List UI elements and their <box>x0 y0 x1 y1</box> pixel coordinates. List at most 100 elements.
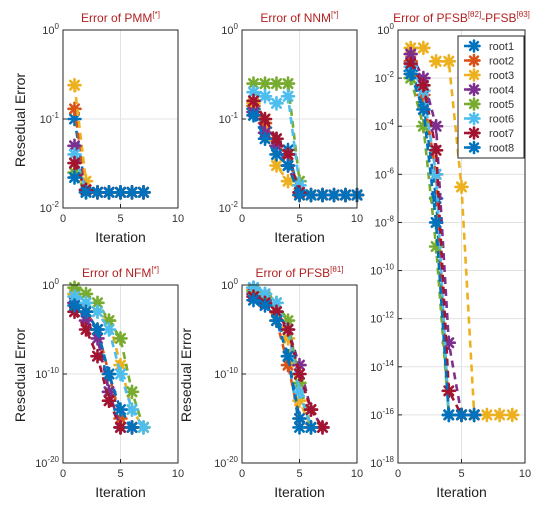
data-point-root7 <box>113 420 128 435</box>
data-point-root8 <box>441 407 457 423</box>
data-point-root7 <box>428 142 444 158</box>
data-point-root3 <box>454 179 469 195</box>
data-point-root6 <box>90 304 105 320</box>
legend-marker <box>467 82 481 97</box>
y-tick-label: 10-10 <box>214 366 238 381</box>
x-tick-label: 10 <box>351 213 363 225</box>
y-tick-label: 100 <box>221 277 238 292</box>
series-line-root7 <box>252 100 357 197</box>
data-point-root8 <box>269 313 284 328</box>
legend-label: root1 <box>489 41 514 53</box>
y-tick-label: 100 <box>221 22 238 37</box>
y-tick-label: 100 <box>42 277 59 292</box>
subplot-nfm: 0 5 10 10-20 10-10 100 Iteration Error of NFM[*… <box>35 265 184 500</box>
ylabel-top-left: Resedual Error <box>12 73 28 167</box>
data-point-root7 <box>269 131 284 147</box>
x-tick-label: 10 <box>172 213 184 225</box>
x-tick-label: 5 <box>458 468 464 480</box>
data-point-root7 <box>416 78 431 93</box>
data-point-root8 <box>315 187 330 203</box>
data-point-root6 <box>280 88 296 104</box>
x-tick-label: 10 <box>519 468 531 480</box>
data-point-root7 <box>292 366 307 382</box>
data-point-root8 <box>269 147 284 162</box>
x-tick-label: 10 <box>351 468 363 480</box>
y-tick-label: 10-18 <box>370 455 394 470</box>
data-point-root6 <box>101 322 117 337</box>
data-point-root5 <box>416 118 431 134</box>
legend-label: root4 <box>489 85 514 97</box>
legend-item-root2: root2 <box>464 53 514 68</box>
subplot-title: Error of PFSB[θ1] <box>255 265 343 280</box>
legend-item-root1: root1 <box>464 39 514 53</box>
y-tick-label: 100 <box>42 22 59 37</box>
ylabel-bottom-middle: Resedual Error <box>178 328 194 422</box>
legend-marker <box>467 68 481 82</box>
x-tick-label: 5 <box>296 468 302 480</box>
legend-item-root8: root8 <box>464 140 514 155</box>
legend-label: root3 <box>489 70 514 82</box>
data-point-root7 <box>78 322 94 337</box>
data-point-root8 <box>67 298 82 313</box>
x-tick-label: 0 <box>60 213 66 225</box>
legend-marker <box>467 140 481 155</box>
data-point-root5 <box>269 76 284 91</box>
data-point-root8 <box>136 185 151 200</box>
legend-label: root7 <box>489 128 514 140</box>
y-tick-label: 10-4 <box>375 118 395 133</box>
legend-label: root6 <box>489 114 514 126</box>
data-point-root8 <box>416 102 431 117</box>
data-point-root8 <box>101 185 117 200</box>
legend-item-root6: root6 <box>464 111 514 126</box>
data-point-root5 <box>78 286 94 302</box>
data-point-root8 <box>90 185 105 200</box>
data-point-root6 <box>124 402 140 417</box>
y-tick-label: 10-10 <box>35 366 59 381</box>
data-point-root8 <box>454 407 469 423</box>
data-point-root7 <box>280 322 296 337</box>
y-tick-label: 10-6 <box>375 166 395 181</box>
data-point-root3 <box>492 407 507 423</box>
subplot-pmm: 0 5 10 10-2 10-1 100 Iteration Error of PMM[*] <box>40 10 185 245</box>
data-point-root5 <box>124 384 140 400</box>
data-point-root8 <box>124 185 140 200</box>
data-point-root6 <box>269 96 284 111</box>
series-line-root6 <box>252 286 313 428</box>
data-point-root8 <box>280 158 296 173</box>
legend: root1 root2 root3 root4 root5 root6 root7 root8 <box>457 35 525 159</box>
data-point-root6 <box>257 88 273 104</box>
data-point-root8 <box>246 292 261 308</box>
y-tick-label: 100 <box>377 22 394 37</box>
y-tick-label: 10-2 <box>40 200 60 215</box>
y-tick-label: 10-20 <box>214 455 238 470</box>
data-point-root8 <box>124 420 140 435</box>
data-point-root8 <box>67 170 82 185</box>
legend-item-root7: root7 <box>464 126 514 140</box>
subplot-title: Error of PMM[*] <box>81 10 160 25</box>
x-axis-label: Iteration <box>274 229 325 245</box>
data-point-root8 <box>292 187 307 203</box>
legend-label: root8 <box>489 143 514 155</box>
data-point-root3 <box>441 53 457 69</box>
data-point-root6 <box>292 384 307 400</box>
y-tick-label: 10-2 <box>219 200 239 215</box>
data-point-root6 <box>269 295 284 311</box>
data-point-root4 <box>428 118 444 134</box>
data-point-root7 <box>90 348 105 364</box>
y-tick-label: 10-14 <box>370 359 394 374</box>
x-tick-label: 0 <box>395 468 401 480</box>
data-point-root3 <box>479 407 495 423</box>
legend-marker <box>467 97 481 111</box>
legend-marker <box>467 126 481 140</box>
data-point-root3 <box>504 407 520 423</box>
data-point-root5 <box>113 331 128 346</box>
x-tick-label: 0 <box>239 213 245 225</box>
data-point-root5 <box>257 76 273 91</box>
x-tick-label: 10 <box>172 468 184 480</box>
data-point-root3 <box>67 77 82 93</box>
data-point-root6 <box>136 420 151 435</box>
subplot-pfsb-theta1: 0 5 10 10-20 10-10 100 Iteration Error of PFSB[… <box>214 265 363 500</box>
legend-item-root3: root3 <box>464 68 514 82</box>
data-point-root8 <box>326 187 342 203</box>
data-point-root8 <box>303 420 319 435</box>
